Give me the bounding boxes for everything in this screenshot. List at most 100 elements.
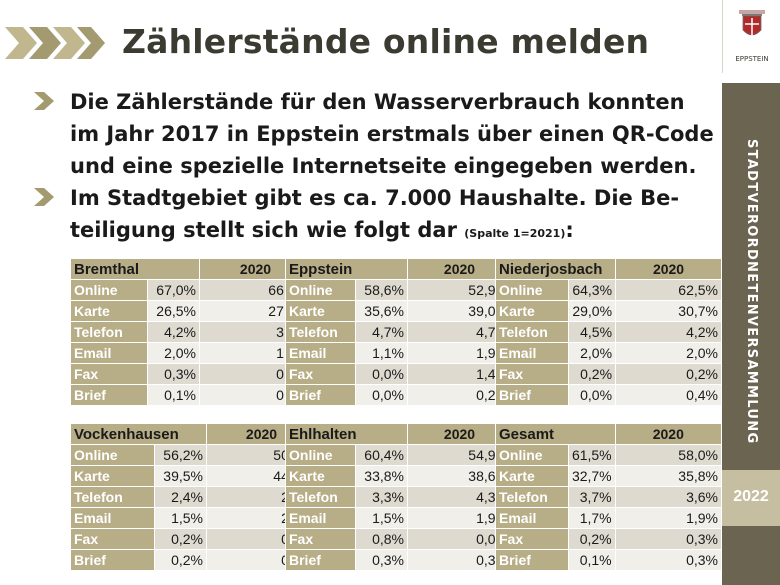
row-label: Email [70,342,148,364]
value-2020: 0,3% [614,549,723,571]
value-2020: 2,0% [615,342,722,364]
table-row: Fax 0,0% 1,4% [285,363,512,385]
row-label: Telefon [285,486,356,508]
table-title: Niederjosbach [494,258,617,280]
row-label: Email [285,507,356,529]
value-2020: 1,9% [614,507,723,529]
value-2021: 1,5% [154,507,207,529]
table-header: Vockenhausen 2020 [70,423,317,445]
value-2020: 0,3% [614,528,723,550]
year-label: 2022 [733,488,769,505]
vertical-label: STADTVERORDNETENVERSAMMLUNG [722,84,780,464]
value-2020: 0,4% [615,384,722,406]
table-row: Email 2,0% 2,0% [494,342,722,364]
table-header: Gesamt 2020 [495,423,723,445]
value-2021: 0,2% [568,363,617,385]
row-label: Email [494,342,570,364]
value-2021: 29,0% [568,300,617,322]
value-2020: 30,7% [615,300,722,322]
value-2021: 33,8% [355,465,408,487]
value-2021: 4,7% [355,321,408,343]
row-label: Brief [70,384,148,406]
row-label: Online [285,279,356,301]
row-label: Brief [495,549,569,571]
row-label: Karte [70,465,155,487]
row-label: Online [70,279,148,301]
row-label: Telefon [70,486,155,508]
table-row: Karte 33,8% 38,6% [285,465,512,487]
year-header: 2020 [407,423,512,445]
table-row: Email 1,7% 1,9% [495,507,723,529]
value-2020: 35,8% [614,465,723,487]
row-label: Brief [70,549,155,571]
value-2021: 2,4% [154,486,207,508]
value-2020: 0,2% [615,363,722,385]
table-row: Online 61,5% 58,0% [495,444,723,466]
table-header: Bremthal 2020 [70,258,312,280]
row-label: Brief [494,384,570,406]
table-row: Fax 0,2% 0,3% [495,528,723,550]
row-label: Online [285,444,356,466]
row-label: Brief [285,549,356,571]
row-label: Online [70,444,155,466]
row-label: Online [495,444,569,466]
row-label: Telefon [285,321,356,343]
bullet-text: Im Stadtgebiet gibt es ca. 7.000 Haushal… [70,182,714,250]
row-label: Online [494,279,570,301]
slide: Zählerstände online melden Die Zählerstä… [5,22,723,571]
table-row: Karte 32,7% 35,8% [495,465,723,487]
table-header: Niederjosbach 2020 [494,258,722,280]
table-row: Email 1,5% 1,9% [285,507,512,529]
row-label: Fax [494,363,570,385]
value-2021: 1,1% [355,342,408,364]
value-2020: 3,6% [614,486,723,508]
value-2021: 1,5% [355,507,408,529]
value-2021: 0,2% [154,549,207,571]
row-label: Email [70,507,155,529]
value-2021: 0,0% [355,384,408,406]
value-2021: 61,5% [567,444,616,466]
bullet-main-text: Im Stadtgebiet gibt es ca. 7.000 Haushal… [70,186,680,242]
row-label: Fax [70,528,155,550]
row-label: Karte [285,300,356,322]
value-2021: 0,3% [355,549,408,571]
value-2021: 3,7% [567,486,616,508]
table-header: Ehlhalten 2020 [285,423,512,445]
row-label: Telefon [70,321,148,343]
chevron-arrows-icon [5,27,105,59]
value-2021: 35,6% [355,300,408,322]
table-eppstein: Eppstein 2020 Online 58,6% 52,9% Karte 35,6% 39… [285,258,512,406]
value-2021: 56,2% [154,444,207,466]
value-2021: 67,0% [147,279,200,301]
row-label: Email [495,507,569,529]
table-row: Fax 0,8% 0,0% [285,528,512,550]
value-2020: 1,9% [407,342,512,364]
table-title: Gesamt [495,423,616,445]
row-label: Fax [495,528,569,550]
value-2021: 64,3% [568,279,617,301]
table-row: Telefon 3,7% 3,6% [495,486,723,508]
row-label: Karte [495,465,569,487]
year-header: 2020 [615,258,722,280]
logo-box: EPPSTEIN [722,0,780,73]
value-2021: 0,1% [147,384,200,406]
table-row: Brief 0,0% 0,2% [285,384,512,406]
logo-text: EPPSTEIN [735,55,769,63]
row-label: Telefon [495,486,569,508]
page-title: Zählerstände online melden [122,22,650,61]
value-2021: 0,3% [147,363,200,385]
row-label: Karte [70,300,148,322]
table-row: Brief 0,1% 0,3% [495,549,723,571]
row-label: Fax [285,363,356,385]
row-label: Fax [70,363,148,385]
table-title: Eppstein [285,258,408,280]
